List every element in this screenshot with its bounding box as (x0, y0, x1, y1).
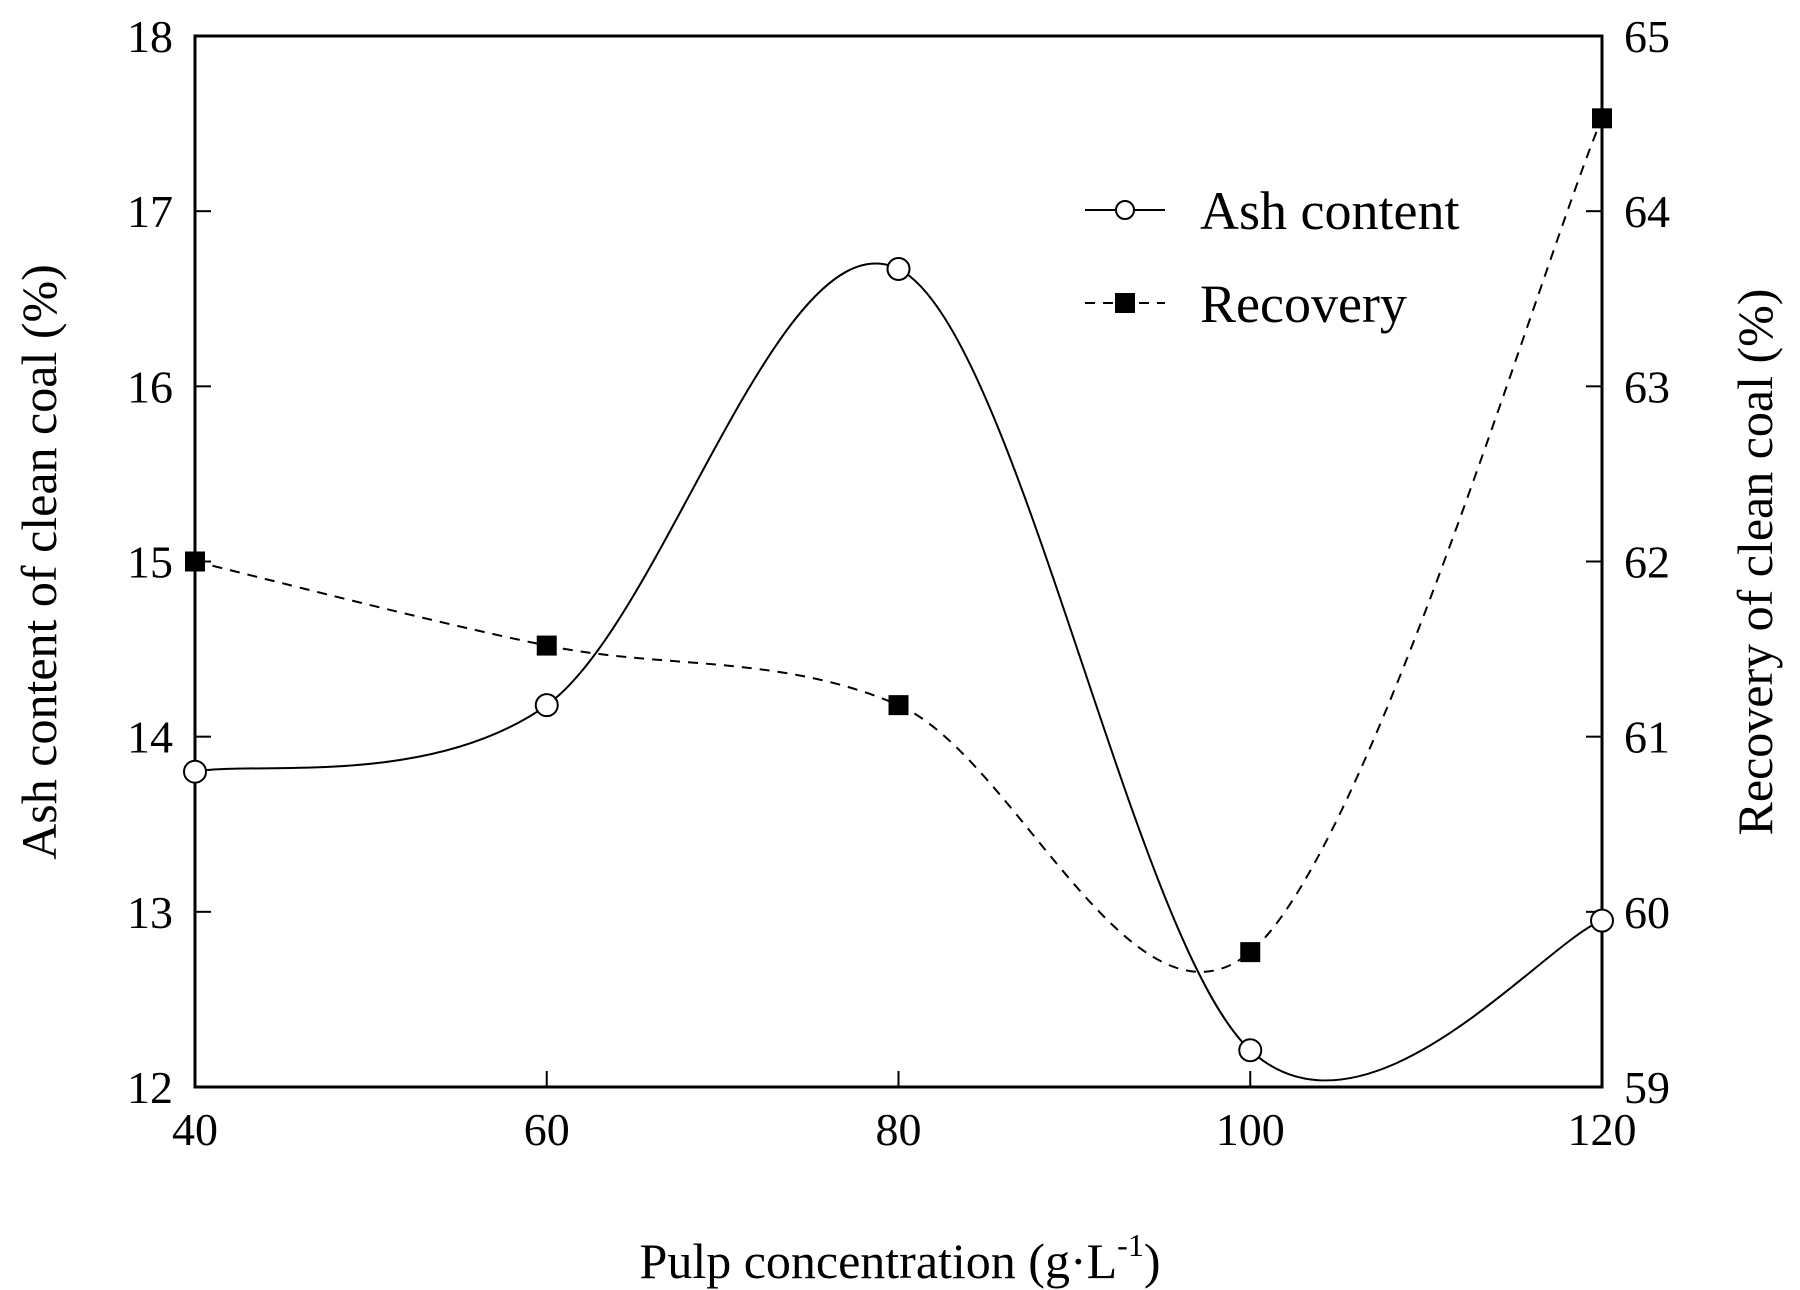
y-right-tick-label-64: 64 (1624, 186, 1670, 237)
series-layer (194, 117, 1603, 1082)
legend-label-recovery: Recovery (1200, 274, 1407, 334)
x-tick-label-40: 40 (172, 1104, 218, 1155)
markers-layer (183, 108, 1614, 1063)
recovery-point-80 (888, 695, 909, 716)
y-left-tick-label-18: 18 (127, 11, 173, 62)
legend-label-ash: Ash content (1200, 181, 1459, 241)
x-tick-label-100: 100 (1216, 1104, 1285, 1155)
y-left-tick-label-15: 15 (127, 537, 173, 588)
y-left-tick-label-14: 14 (127, 712, 173, 763)
left-axis-title: Ash content of clean coal (%) (11, 264, 67, 860)
recovery-point-120 (1592, 108, 1612, 129)
y-right-tick-label-59: 59 (1624, 1062, 1670, 1113)
x-axis-title-main: Pulp concentration (g·L (640, 1233, 1118, 1289)
legend-marker-recovery (1115, 293, 1135, 313)
right-axis-title: Recovery of clean coal (%) (1727, 289, 1783, 836)
series-line-recovery (194, 117, 1603, 973)
y-right-tick-label-63: 63 (1624, 361, 1670, 412)
legend-marker-ash (1115, 200, 1135, 220)
y-right-tick-label-61: 61 (1624, 712, 1670, 763)
x-tick-label-60: 60 (524, 1104, 570, 1155)
ash-content-point-60 (534, 693, 559, 718)
x-tick-label-120: 120 (1568, 1104, 1637, 1155)
x-axis-title-superscript: -1 (1117, 1227, 1144, 1263)
ash-content-point-80 (886, 256, 911, 281)
series-line-ash-content (194, 262, 1603, 1082)
ash-content-point-120 (1590, 908, 1614, 933)
y-right-tick-label-65: 65 (1624, 11, 1670, 62)
y-left-tick-label-16: 16 (127, 361, 173, 412)
ash-content-point-100 (1238, 1038, 1263, 1063)
y-left-tick-label-12: 12 (127, 1062, 173, 1113)
x-tick-label-80: 80 (876, 1104, 922, 1155)
ash-content-point-40 (183, 759, 207, 784)
recovery-point-100 (1240, 942, 1261, 963)
recovery-point-40 (185, 551, 205, 572)
ticks-layer: 40 60 80 100 120 12 13 14 15 16 17 18 59 60 61 62 63 64 65 (127, 11, 1670, 1155)
recovery-point-60 (536, 635, 557, 656)
y-right-tick-label-62: 62 (1624, 537, 1670, 588)
y-left-tick-label-17: 17 (127, 186, 173, 237)
y-left-tick-label-13: 13 (127, 887, 173, 938)
y-right-tick-label-60: 60 (1624, 887, 1670, 938)
legend: Ash content Recovery (1085, 181, 1459, 334)
x-axis-title: Pulp concentration (g·L-1) (640, 1227, 1161, 1289)
x-axis-title-suffix: ) (1144, 1233, 1161, 1289)
